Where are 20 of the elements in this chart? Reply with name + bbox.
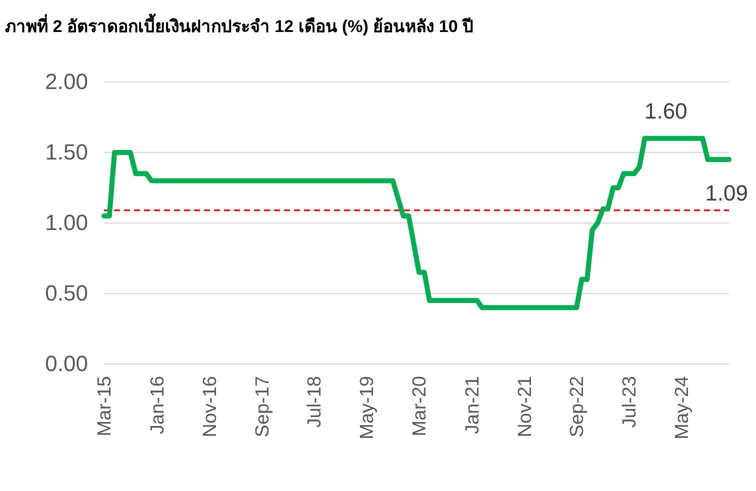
- x-tick-label: Mar-20: [410, 376, 431, 436]
- y-tick-label: 1.50: [45, 140, 88, 165]
- x-tick-label: Jul-23: [619, 376, 640, 428]
- y-tick-label: 2.00: [45, 69, 88, 94]
- chart-title: ภาพที่ 2 อัตราดอกเบี้ยเงินฝากประจำ 12 เดือน (%) ย้อนหลัง 10 ปี: [5, 13, 474, 36]
- x-tick-label: May-24: [672, 376, 694, 440]
- annotation: 1.60: [644, 98, 688, 124]
- ref-line-label: 1.09: [705, 180, 748, 206]
- x-tick-label: Nov-16: [200, 376, 221, 438]
- x-tick-label: Sep-22: [567, 376, 588, 438]
- x-tick-label: Jan-16: [147, 376, 168, 434]
- y-tick-label: 0.00: [45, 351, 88, 376]
- y-tick-label: 0.50: [45, 280, 88, 306]
- x-tick-label: Mar-15: [94, 376, 116, 436]
- x-tick-label: May-19: [357, 376, 378, 440]
- x-tick-label: Sep-17: [252, 376, 274, 438]
- x-tick-label: Jan-21: [462, 376, 484, 434]
- x-tick-label: Jul-18: [304, 376, 326, 428]
- y-tick-label: 1.00: [45, 210, 88, 236]
- x-tick-label: Nov-21: [514, 376, 536, 438]
